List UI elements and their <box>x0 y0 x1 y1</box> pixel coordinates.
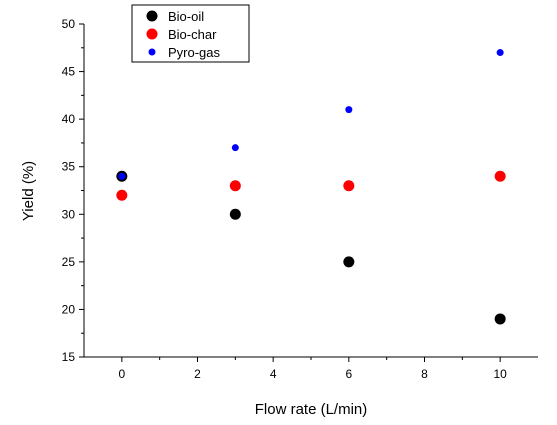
data-points <box>116 49 506 325</box>
x-axis-title: Flow rate (L/min) <box>255 401 368 418</box>
axes: 0 2 4 6 8 10 15 20 25 30 35 40 45 50 <box>62 17 538 381</box>
legend-marker-bio-char <box>146 28 158 40</box>
x-tick-label: 2 <box>194 367 201 381</box>
data-point-bio-oil <box>494 313 506 325</box>
legend: Bio-oil Bio-char Pyro-gas <box>131 4 250 63</box>
y-tick-label: 50 <box>62 17 76 31</box>
y-tick-label: 20 <box>62 302 76 316</box>
x-tick-label: 6 <box>345 367 352 381</box>
x-tick-label: 10 <box>493 367 507 381</box>
y-tick-label: 30 <box>62 207 76 221</box>
data-point-bio-char <box>229 180 241 192</box>
data-point-bio-oil <box>229 208 241 220</box>
legend-marker-bio-oil <box>146 10 158 22</box>
y-tick-label: 40 <box>62 112 76 126</box>
legend-label-pyro-gas: Pyro-gas <box>168 45 221 60</box>
data-point-bio-char <box>494 170 506 182</box>
data-point-pyro-gas <box>345 106 353 114</box>
legend-label-bio-char: Bio-char <box>168 27 217 42</box>
y-axis-title: Yield (%) <box>20 161 37 221</box>
data-point-pyro-gas <box>118 172 126 180</box>
data-point-pyro-gas <box>231 144 239 152</box>
x-tick-label: 4 <box>270 367 277 381</box>
data-point-pyro-gas <box>496 49 504 57</box>
legend-marker-pyro-gas <box>148 48 156 56</box>
y-tick-label: 35 <box>62 160 76 174</box>
data-point-bio-oil <box>343 256 355 268</box>
x-tick-label: 0 <box>118 367 125 381</box>
x-tick-label: 8 <box>421 367 428 381</box>
y-tick-label: 25 <box>62 255 76 269</box>
y-tick-label: 45 <box>62 65 76 79</box>
data-point-bio-char <box>343 180 355 192</box>
y-tick-label: 15 <box>62 350 76 364</box>
legend-label-bio-oil: Bio-oil <box>168 9 204 24</box>
data-point-bio-char <box>116 189 128 201</box>
